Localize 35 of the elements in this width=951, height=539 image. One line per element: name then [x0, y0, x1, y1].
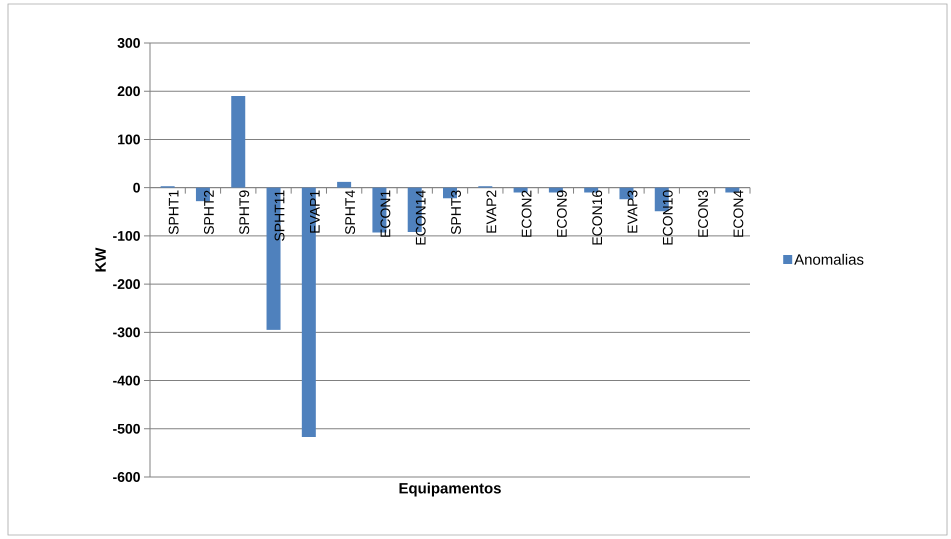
y-tick-label: -400	[113, 376, 140, 386]
x-tick-label: SPHT11	[274, 190, 284, 241]
y-tick-label: 100	[118, 134, 140, 144]
x-tick-label: ECON2	[522, 190, 532, 237]
y-tick-label: 0	[133, 182, 140, 193]
x-tick-label: ECON9	[556, 190, 567, 237]
y-axis-title: KW	[95, 248, 106, 272]
x-tick-label: ECON14	[416, 190, 426, 245]
x-tick-label: SPHT2	[204, 190, 214, 234]
y-tick-label: 300	[118, 38, 140, 48]
x-tick-label: ECON10	[662, 190, 673, 245]
bar	[548, 188, 563, 192]
x-tick-label: SPHT9	[239, 190, 250, 234]
y-tick-label: -600	[113, 472, 140, 482]
x-tick-label: ECON4	[733, 190, 744, 237]
y-tick-label: -300	[113, 327, 140, 338]
legend-label: Anomalias	[794, 254, 864, 265]
y-tick-label: 200	[118, 86, 140, 96]
x-tick-label: SPHT4	[345, 190, 356, 234]
y-tick-label: -200	[113, 279, 140, 290]
y-tick-label: -100	[113, 230, 140, 241]
x-tick-label: ECON3	[698, 190, 708, 237]
bar	[584, 188, 598, 192]
x-axis-title: Equipamentos	[400, 482, 501, 496]
x-tick-label: EVAP1	[310, 190, 320, 233]
x-tick-label: SPHT3	[451, 190, 461, 234]
y-tick-label: -500	[113, 424, 140, 434]
x-tick-label: EVAP3	[628, 190, 638, 233]
x-tick-label: ECON1	[380, 190, 390, 237]
x-tick-label: SPHT1	[168, 190, 179, 234]
bar	[231, 96, 246, 188]
x-tick-label: ECON16	[592, 190, 602, 245]
bar	[514, 188, 528, 192]
bar	[337, 182, 352, 188]
x-tick-label: EVAP2	[486, 190, 496, 233]
